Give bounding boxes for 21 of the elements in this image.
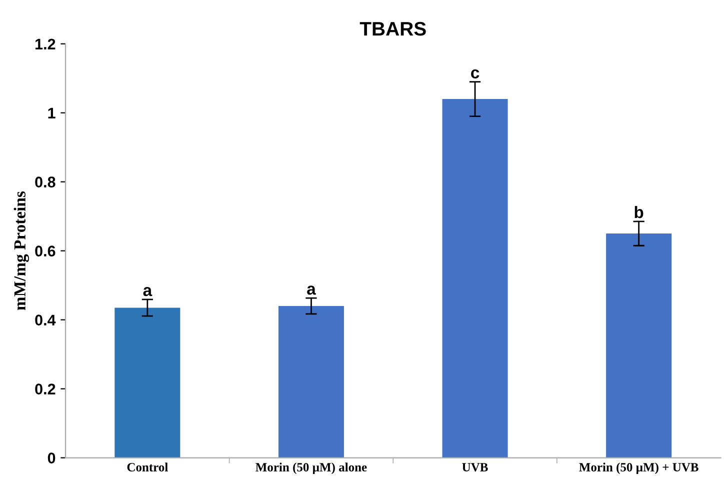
bar (114, 308, 180, 458)
chart-title: TBARS (360, 22, 426, 36)
y-tick-label: 0.8 (35, 176, 56, 188)
y-axis-title: mM/mg Proteins (14, 191, 30, 310)
annotation: a (307, 286, 316, 295)
x-tick-label: Control (127, 462, 168, 472)
x-tick-label: UVB (462, 463, 488, 472)
y-tick-label: 0.4 (35, 314, 56, 326)
annotation: a (143, 287, 152, 296)
annotation: b (634, 206, 644, 218)
y-tick-label: 1 (48, 108, 56, 118)
bar (442, 99, 508, 458)
x-tick-label: Morin (50 µM) + UVB (579, 462, 698, 474)
bar (278, 306, 344, 458)
annotation: c (471, 69, 480, 78)
y-tick-label: 0.2 (35, 384, 56, 394)
x-tick-label: Morin (50 µM) alone (256, 462, 367, 474)
bar (606, 234, 672, 458)
y-tick-label: 0.6 (35, 246, 56, 256)
y-tick-label: 0 (48, 452, 56, 464)
y-tick-label: 1.2 (36, 38, 56, 50)
